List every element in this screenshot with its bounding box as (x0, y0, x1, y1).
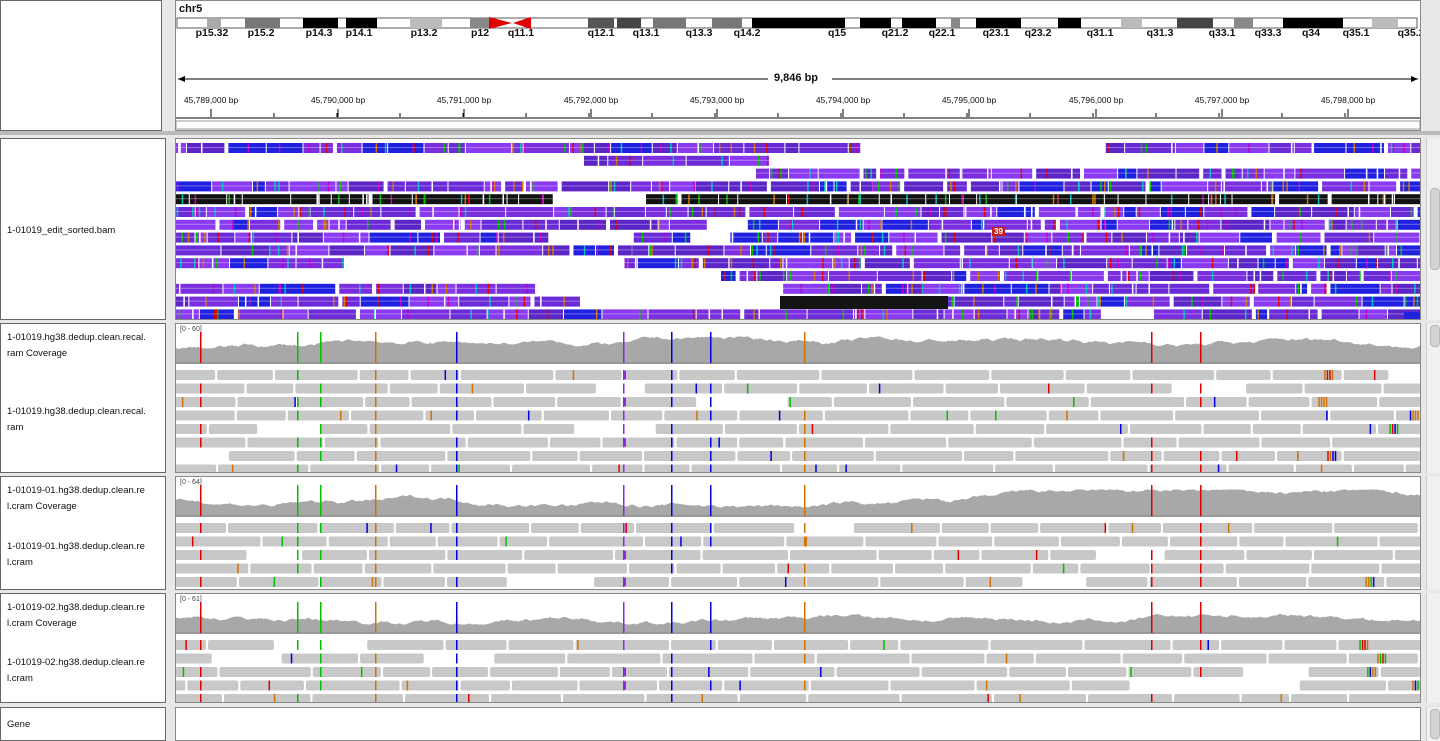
track-name-edit-bam[interactable]: 1-01019_edit_sorted.bam (0, 138, 166, 320)
cytoband-label: q35.2 (1397, 27, 1420, 39)
cytoband-label: p13.2 (410, 27, 438, 39)
ruler-tick-label: 45,790,000 bp (310, 95, 366, 105)
recal-scrollbar[interactable] (1426, 323, 1440, 473)
track-label: 1-01019_edit_sorted.bam (7, 225, 116, 236)
ruler-tick-label: 45,792,000 bp (563, 95, 619, 105)
ruler-tick-label: 45,797,000 bp (1194, 95, 1250, 105)
track-name-sample-01[interactable]: 1-01019-01.hg38.dedup.clean.re l.cram Cov… (0, 476, 166, 590)
chromosome-label: chr5 (179, 3, 203, 15)
gene-track[interactable] (175, 707, 1421, 741)
ruler-tick-label: 45,796,000 bp (1068, 95, 1124, 105)
cytoband-label: q33.1 (1208, 27, 1236, 39)
span-label: 9,846 bp (774, 72, 819, 84)
read-alignments[interactable] (176, 636, 1421, 703)
cytoband-label: q13.3 (685, 27, 713, 39)
cytoband-label: q34 (1301, 27, 1321, 39)
header-panel: chr5 9,846 bp p15.32 p15.2 p14.3 p14.1 p13.2… (175, 0, 1421, 131)
cytoband-label: q12.1 (587, 27, 615, 39)
sample-02-scrollbar[interactable] (1426, 593, 1440, 703)
cytoband-label: q11.1 (507, 27, 535, 39)
cytoband-label: q13.1 (632, 27, 660, 39)
coverage-range: [0 - 60] (180, 326, 202, 333)
reads-track-label: 1-01019-01.hg38.dedup.clean.re l.cram (7, 541, 145, 568)
track-name-sample-02[interactable]: 1-01019-02.hg38.dedup.clean.re l.cram Cov… (0, 593, 166, 703)
track-name-gene[interactable]: Gene (0, 707, 166, 741)
chromosome-ideogram[interactable] (176, 17, 1421, 29)
gene-track-label: Gene (7, 719, 31, 730)
cytoband-label: q35.1 (1342, 27, 1370, 39)
span-arrow (178, 72, 1418, 86)
coverage-track-label: 1-01019-01.hg38.dedup.clean.re l.cram Cov… (7, 485, 145, 512)
coverage-track-label: 1-01019.hg38.dedup.clean.recal. ram Cover… (7, 332, 146, 359)
edit-bam-track[interactable]: 39 (175, 138, 1421, 320)
cytoband-label: q14.2 (733, 27, 761, 39)
read-alignments[interactable] (176, 519, 1421, 590)
ruler-tick-label: 45,795,000 bp (941, 95, 997, 105)
coverage-plot[interactable] (176, 594, 1421, 636)
ruler[interactable] (176, 101, 1421, 131)
coverage-track-label: 1-01019-02.hg38.dedup.clean.re l.cram Cov… (7, 602, 145, 629)
reads-track-label: 1-01019-02.hg38.dedup.clean.re l.cram (7, 657, 145, 684)
coverage-range: [0 - 61] (180, 596, 202, 603)
sample-02-track[interactable]: [0 - 61] (175, 593, 1421, 703)
ruler-tick-label: 45,791,000 bp (436, 95, 492, 105)
cytoband-label: q31.3 (1146, 27, 1174, 39)
recal-track[interactable]: [0 - 60] (175, 323, 1421, 473)
coverage-plot[interactable] (176, 324, 1421, 366)
cytoband-label: p15.32 (195, 27, 229, 39)
cytoband-label: q21.2 (881, 27, 909, 39)
coverage-plot[interactable] (176, 477, 1421, 519)
cytoband-label: q22.1 (928, 27, 956, 39)
cytoband-label: q23.2 (1024, 27, 1052, 39)
cytoband-label: p12 (470, 27, 490, 39)
track-name-recal[interactable]: 1-01019.hg38.dedup.clean.recal. ram Cover… (0, 323, 166, 473)
ruler-tick-label: 45,789,000 bp (183, 95, 239, 105)
cytoband-label: p14.3 (305, 27, 333, 39)
cytoband-label: q33.3 (1254, 27, 1282, 39)
edit-bam-alignments[interactable] (176, 139, 1421, 320)
reads-track-label: 1-01019.hg38.dedup.clean.recal. ram (7, 406, 146, 433)
cytoband-label: q23.1 (982, 27, 1010, 39)
ruler-tick-label: 45,793,000 bp (689, 95, 745, 105)
cytoband-label: p14.1 (345, 27, 373, 39)
edit-bam-scrollbar[interactable] (1426, 138, 1440, 320)
ruler-tick-label: 45,798,000 bp (1320, 95, 1376, 105)
read-alignments[interactable] (176, 366, 1421, 473)
coverage-range: [0 - 64] (180, 479, 202, 486)
span-indicator: 9,846 bp (176, 71, 1420, 87)
sample-01-scrollbar[interactable] (1426, 476, 1440, 590)
cytoband-label: p15.2 (247, 27, 275, 39)
header-name-panel (0, 0, 162, 131)
gene-scrollbar[interactable] (1426, 707, 1440, 741)
cytoband-label: q31.1 (1086, 27, 1114, 39)
sample-01-track[interactable]: [0 - 64] (175, 476, 1421, 590)
ruler-tick-label: 45,794,000 bp (815, 95, 871, 105)
depth-badge: 39 (992, 227, 1005, 236)
cytoband-label: q15 (827, 27, 847, 39)
